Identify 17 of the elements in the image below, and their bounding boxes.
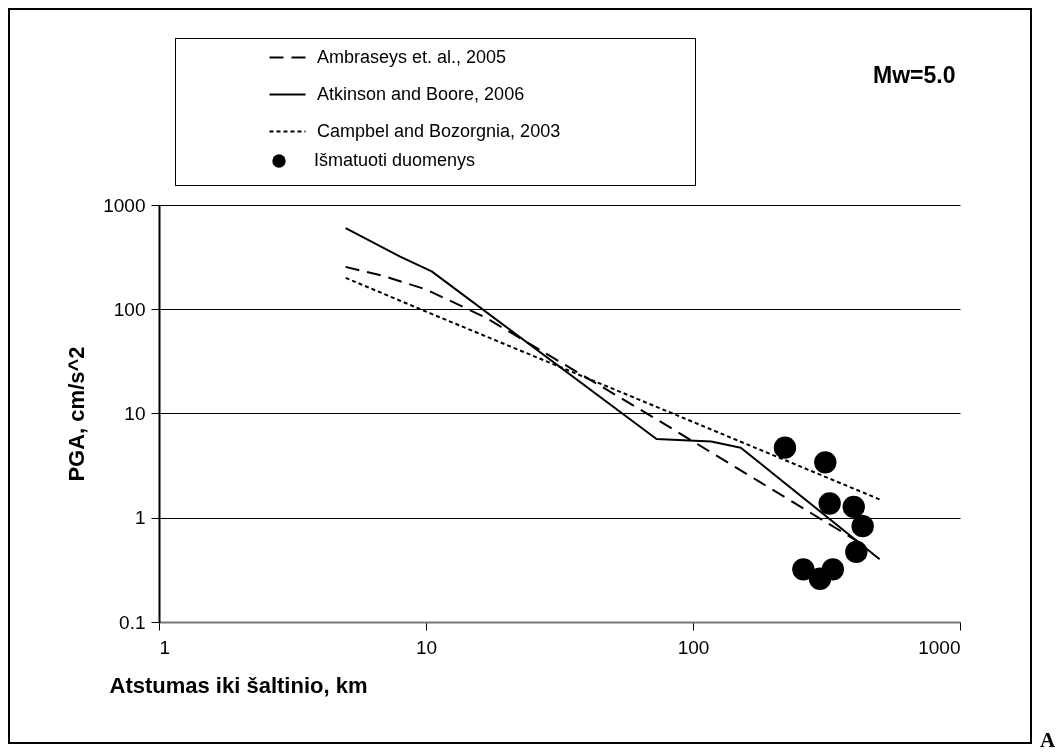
y-axis-title: PGA, cm/s^2 — [64, 346, 90, 482]
x-tick-label: 10 — [415, 636, 438, 658]
text: A — [1040, 728, 1056, 753]
x-tick-label: 1 — [159, 636, 171, 658]
y-tick-label: 1 — [134, 507, 146, 529]
y-tick-label: 10 — [124, 403, 146, 424]
x-axis-title: Atstumas iki šaltinio, km — [109, 672, 368, 698]
legend-label: Atkinson and Boore, 2006 — [317, 83, 525, 104]
y-tick-label: 100 — [113, 298, 146, 320]
x-tick-label: 1000 — [918, 636, 961, 658]
y-tick-label: 1000 — [103, 194, 146, 216]
legend-label: Campbel and Bozorgnia, 2003 — [317, 120, 561, 141]
text: Mw=5.0 — [873, 62, 956, 89]
y-tick-label: 0.1 — [119, 611, 146, 633]
legend-label: Ambraseys et. al., 2005 — [317, 46, 507, 67]
legend-label: Išmatuoti duomenys — [314, 150, 476, 170]
x-tick-label: 100 — [677, 636, 710, 658]
